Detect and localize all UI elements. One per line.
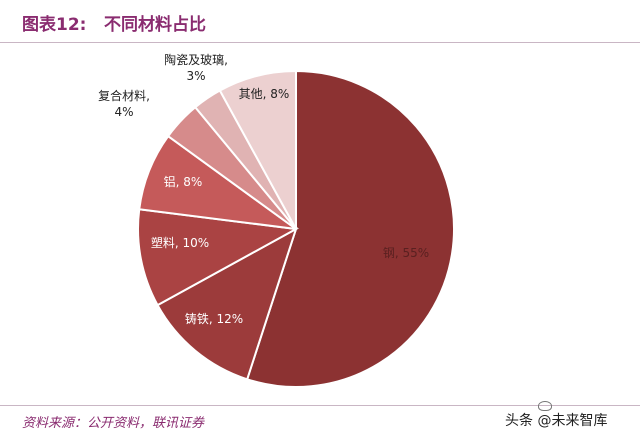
- footer-divider: [0, 405, 640, 406]
- watermark-text: 头条 @未来智库: [505, 413, 608, 429]
- watermark-icon: [538, 401, 552, 411]
- title-bar: 图表12: 不同材料占比: [0, 0, 640, 43]
- slice-label: 塑料, 10%: [151, 235, 209, 250]
- slice-label: 钢, 55%: [383, 246, 429, 260]
- slice-label: 铸铁, 12%: [185, 311, 243, 326]
- pie-slice: [245, 69, 455, 388]
- slice-label: 复合材料, 4%: [98, 88, 150, 119]
- pie-slice: [218, 69, 297, 230]
- pie-chart: 钢, 55% 铸铁, 12% 塑料, 10% 铝, 8% 复合材料, 4% 陶瓷及玻璃, 3%…: [98, 52, 455, 388]
- slice-label: 铝, 8%: [164, 174, 203, 189]
- figure-label: 图表12:: [22, 15, 87, 35]
- slice-label: 其他, 8%: [239, 87, 290, 101]
- slice-label: 陶瓷及玻璃, 3%: [164, 52, 228, 83]
- source-note: 资料来源：公开资料，联讯证券: [22, 416, 205, 431]
- chart-title: 不同材料占比: [104, 15, 206, 35]
- pie-slice: [137, 208, 300, 307]
- pie-slice: [156, 226, 298, 381]
